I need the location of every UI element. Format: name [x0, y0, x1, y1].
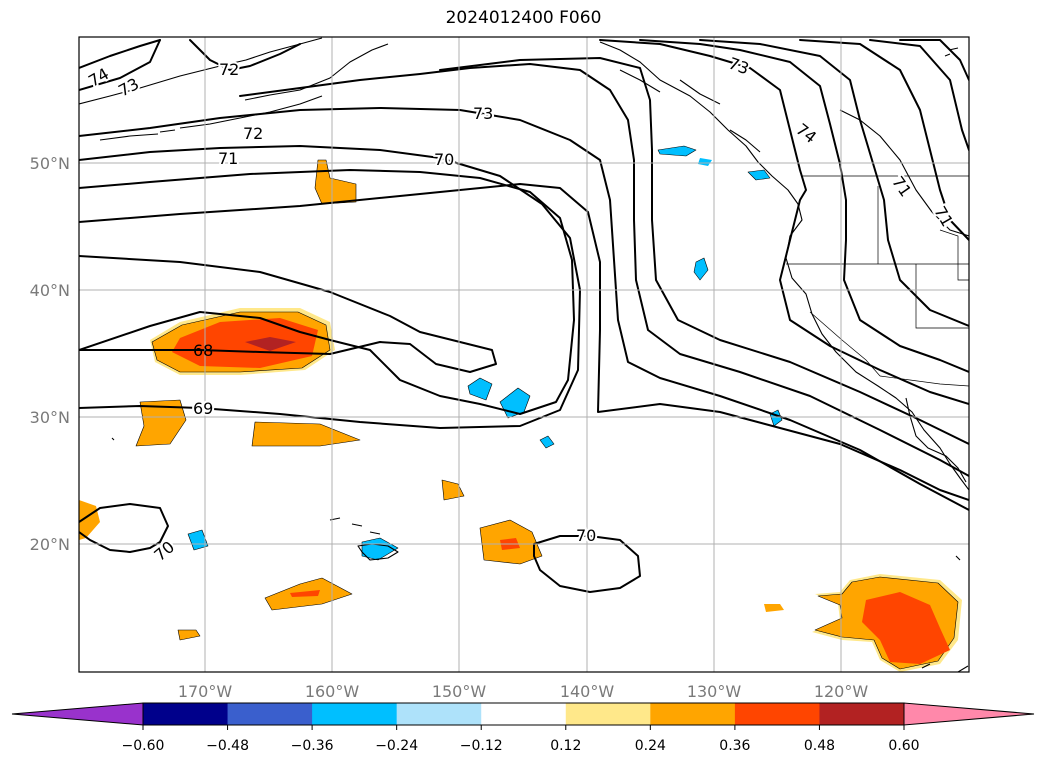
lat-tick-label: 20°N — [30, 535, 70, 554]
lon-tick-label: 140°W — [560, 682, 615, 701]
contour-label: 71 — [218, 149, 238, 168]
contour-label: 72 — [219, 60, 239, 79]
contour-labels: 74 73 72 73 72 71 70 73 74 71 71 68 69 7… — [83, 52, 959, 567]
latitude-axis: 50°N 40°N 30°N 20°N — [30, 154, 70, 554]
contour-label: 71 — [888, 173, 915, 201]
lat-tick-label: 40°N — [30, 281, 70, 300]
map-frame — [78, 36, 970, 673]
colorbar-tick-label: 0.24 — [635, 738, 666, 754]
colorbar-extend-high — [903, 702, 1035, 726]
colorbar-tick-label: −0.48 — [206, 738, 249, 754]
colorbar-tick-label: −0.12 — [460, 738, 503, 754]
map-title: 2024012400 F060 — [445, 8, 602, 28]
contour-label: 73 — [726, 54, 752, 79]
colorbar-frame — [142, 702, 905, 726]
colorbar-segment — [396, 703, 482, 725]
colorbar-segment — [565, 703, 651, 725]
lat-tick-label: 30°N — [30, 408, 70, 427]
longitude-axis: 170°W 160°W 150°W 140°W 130°W 120°W — [178, 682, 869, 701]
colorbar-segment — [819, 703, 905, 725]
anomaly-shading — [79, 145, 962, 672]
lon-tick-label: 160°W — [305, 682, 360, 701]
colorbar-tick-label: 0.36 — [719, 738, 750, 754]
positive-anomaly-southeast — [812, 574, 962, 672]
colorbar: −0.60 −0.48 −0.36 −0.24 −0.12 0.12 0.24 … — [11, 702, 1035, 754]
colorbar-extend-low — [11, 702, 144, 726]
colorbar-segment — [143, 703, 229, 725]
lon-tick-label: 150°W — [432, 682, 487, 701]
colorbar-segment — [227, 703, 313, 725]
colorbar-segment — [481, 703, 567, 725]
positive-anomaly-small — [79, 159, 784, 641]
contour-label: 69 — [193, 399, 213, 418]
lat-tick-label: 50°N — [30, 154, 70, 173]
lon-tick-label: 170°W — [178, 682, 233, 701]
contour-label: 73 — [473, 104, 493, 123]
colorbar-tick-label: −0.36 — [291, 738, 334, 754]
lat-lon-grid — [79, 37, 969, 672]
colorbar-tick-label: −0.60 — [122, 738, 165, 754]
colorbar-tick-label: 0.48 — [804, 738, 835, 754]
colorbar-tick-label: −0.24 — [375, 738, 418, 754]
colorbar-segment — [312, 703, 398, 725]
colorbar-segment — [650, 703, 736, 725]
lon-tick-label: 130°W — [687, 682, 742, 701]
colorbar-segment — [734, 703, 820, 725]
contour-label: 70 — [150, 537, 178, 565]
contour-label: 71 — [930, 203, 957, 230]
political-borders — [786, 175, 969, 387]
colorbar-tick-label: 0.60 — [888, 738, 919, 754]
contour-label: 72 — [243, 124, 263, 143]
contour-label: 74 — [792, 120, 820, 148]
contour-label: 70 — [576, 526, 596, 545]
colorbar-tick-label: 0.12 — [550, 738, 581, 754]
contour-label: 68 — [193, 341, 213, 360]
lon-tick-label: 120°W — [814, 682, 869, 701]
contour-label: 70 — [434, 150, 454, 169]
